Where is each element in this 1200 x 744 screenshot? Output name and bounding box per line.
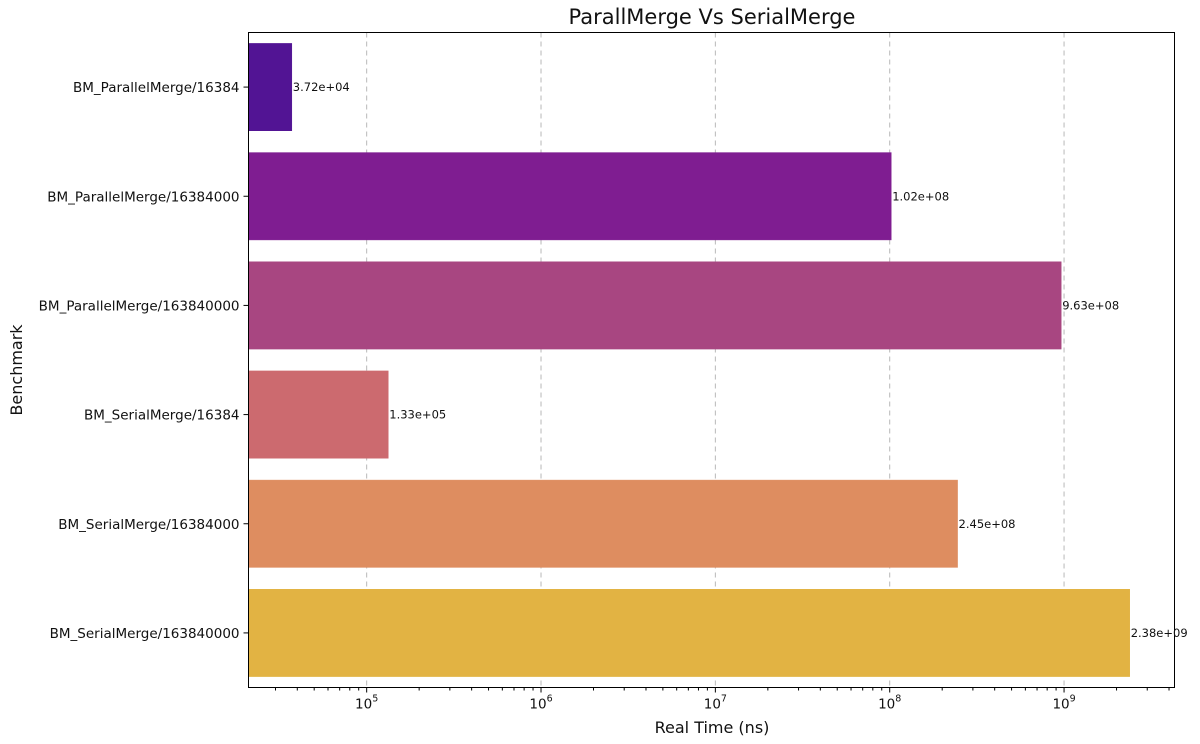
y-tick-label: BM_SerialMerge/16384 <box>84 408 240 424</box>
bar <box>248 152 892 241</box>
y-axis-label: Benchmark <box>7 324 26 416</box>
x-tick-label: 107 <box>704 694 727 713</box>
data-label: 2.45e+08 <box>959 517 1016 531</box>
data-label: 3.72e+04 <box>293 80 350 94</box>
y-tick-label: BM_ParallelMerge/16384 <box>73 80 239 96</box>
x-tick-label: 105 <box>355 694 378 713</box>
y-tick-label: BM_SerialMerge/16384000 <box>58 517 239 533</box>
data-label: 1.02e+08 <box>892 189 949 203</box>
bar <box>248 479 958 568</box>
bar <box>248 589 1130 677</box>
data-label: 2.38e+09 <box>1131 626 1188 640</box>
grid-lines <box>366 32 1065 688</box>
y-tick-label: BM_ParallelMerge/16384000 <box>47 189 239 205</box>
value-labels: 3.72e+04 1.02e+08 9.63e+08 1.33e+05 2.45e+08… <box>293 80 1188 640</box>
y-axis-ticks: BM_ParallelMerge/16384 BM_ParallelMerge/1… <box>39 80 249 642</box>
x-tick-label: 108 <box>878 694 901 713</box>
bars <box>248 43 1130 677</box>
y-tick-label: BM_ParallelMerge/163840000 <box>39 298 240 314</box>
bar <box>248 261 1062 350</box>
bar <box>248 370 389 459</box>
bar <box>248 43 293 132</box>
x-axis-ticks: 105 106 107 108 109 <box>275 687 1170 713</box>
x-axis-label: Real Time (ns) <box>655 718 770 737</box>
y-tick-label: BM_SerialMerge/163840000 <box>50 626 240 642</box>
plot-frame <box>248 32 1175 688</box>
data-label: 9.63e+08 <box>1062 298 1119 312</box>
x-tick-label: 106 <box>529 694 552 713</box>
x-tick-label: 109 <box>1052 694 1075 713</box>
chart-title: ParallMerge Vs SerialMerge <box>569 5 856 29</box>
data-label: 1.33e+05 <box>389 408 446 422</box>
